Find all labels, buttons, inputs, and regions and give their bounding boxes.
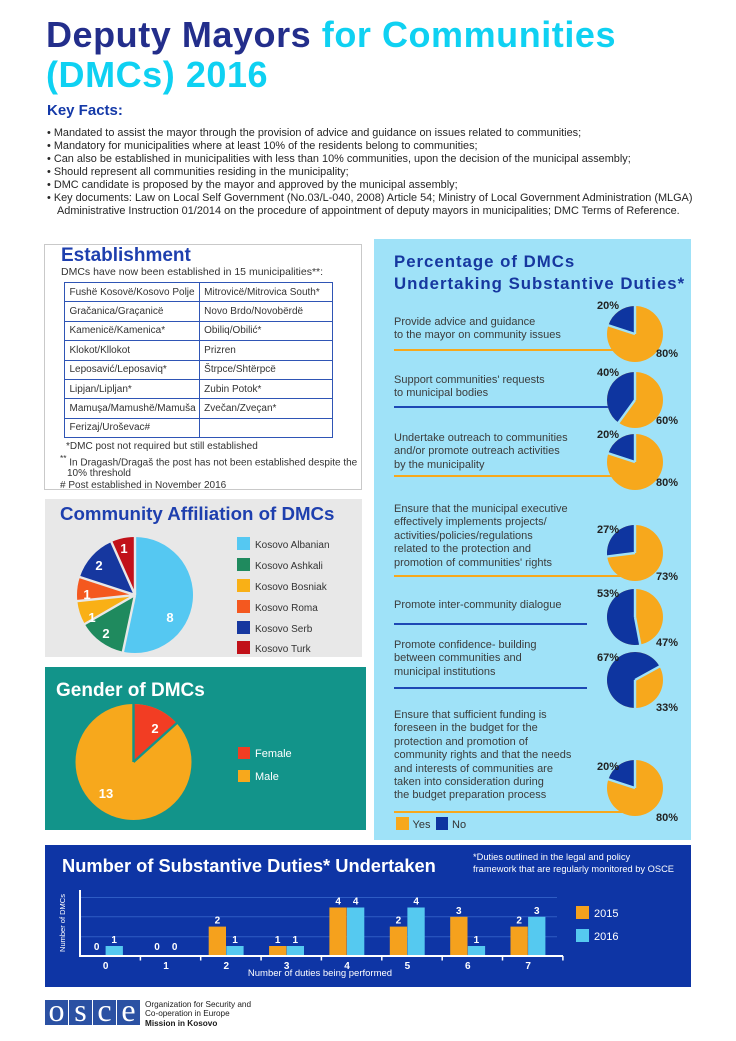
svg-text:2: 2: [102, 626, 109, 641]
svg-text:0: 0: [103, 961, 109, 972]
svg-text:6: 6: [465, 961, 471, 972]
svg-text:13: 13: [99, 786, 113, 801]
svg-text:4: 4: [353, 897, 359, 908]
svg-text:8: 8: [166, 610, 173, 625]
svg-text:7: 7: [525, 961, 531, 972]
svg-text:1: 1: [111, 935, 117, 946]
svg-text:1: 1: [163, 961, 169, 972]
svg-text:2: 2: [215, 916, 221, 927]
svg-text:2: 2: [224, 961, 230, 972]
svg-text:4: 4: [335, 897, 341, 908]
svg-text:3: 3: [284, 961, 290, 972]
svg-text:5: 5: [405, 961, 411, 972]
svg-text:2: 2: [95, 558, 102, 573]
svg-text:4: 4: [413, 897, 419, 908]
svg-text:2: 2: [396, 916, 402, 927]
svg-text:1: 1: [232, 935, 238, 946]
svg-text:2: 2: [516, 916, 522, 927]
svg-text:0: 0: [94, 942, 100, 953]
svg-text:1: 1: [293, 935, 299, 946]
svg-text:Number of duties being perform: Number of duties being performed: [248, 968, 392, 979]
svg-text:1: 1: [275, 935, 281, 946]
svg-text:1: 1: [88, 610, 95, 625]
svg-text:4: 4: [344, 961, 350, 972]
svg-text:Number of DMCs: Number of DMCs: [58, 894, 67, 952]
svg-text:1: 1: [83, 587, 90, 602]
svg-text:0: 0: [154, 942, 160, 953]
svg-text:1: 1: [120, 541, 127, 556]
svg-text:3: 3: [534, 906, 540, 917]
svg-text:2: 2: [151, 721, 158, 736]
svg-text:0: 0: [172, 942, 178, 953]
svg-text:1: 1: [474, 935, 480, 946]
svg-text:3: 3: [456, 906, 462, 917]
